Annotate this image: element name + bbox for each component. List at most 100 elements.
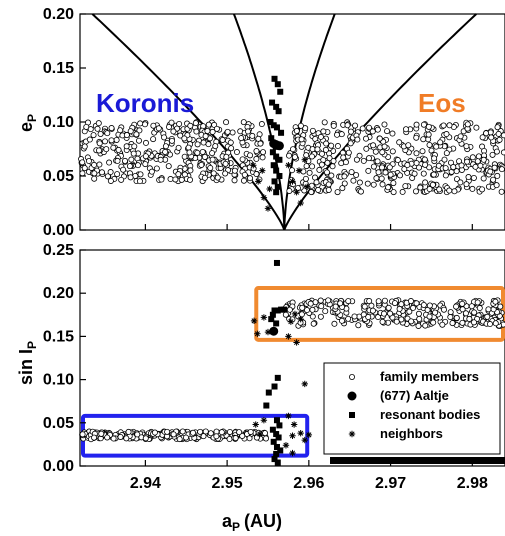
family-member-point bbox=[430, 319, 437, 326]
family-member-point bbox=[91, 434, 98, 441]
family-member-point bbox=[228, 145, 235, 152]
resonant-body-point bbox=[278, 129, 285, 136]
family-member-point bbox=[370, 163, 377, 170]
family-member-point bbox=[110, 144, 117, 151]
family-member-point bbox=[365, 314, 372, 321]
family-member-point bbox=[326, 155, 333, 162]
family-member-point bbox=[309, 163, 316, 170]
family-member-point bbox=[102, 138, 109, 145]
family-member-point bbox=[87, 126, 94, 133]
family-member-point bbox=[107, 177, 114, 184]
resonant-body-point bbox=[274, 183, 281, 190]
family-member-point bbox=[363, 145, 370, 152]
neighbor-point bbox=[259, 167, 266, 174]
family-member-point bbox=[353, 156, 360, 163]
family-member-point bbox=[320, 128, 327, 135]
resonant-body-point bbox=[273, 259, 280, 266]
resonant-body-point bbox=[269, 311, 276, 318]
family-member-point bbox=[483, 130, 490, 137]
family-member-point bbox=[194, 141, 201, 148]
family-member-point bbox=[431, 155, 438, 162]
family-member-point bbox=[345, 315, 352, 322]
family-member-point bbox=[417, 184, 424, 191]
family-member-point bbox=[394, 157, 401, 164]
family-member-point bbox=[443, 150, 450, 157]
family-member-point bbox=[463, 143, 470, 150]
family-member-point bbox=[128, 156, 135, 163]
family-member-point bbox=[127, 174, 134, 181]
family-member-point bbox=[341, 180, 348, 187]
family-member-point bbox=[229, 129, 236, 136]
neighbor-point bbox=[291, 310, 299, 318]
family-member-point bbox=[474, 299, 481, 306]
family-member-point bbox=[175, 171, 182, 178]
family-member-point bbox=[479, 186, 486, 193]
family-member-point bbox=[457, 133, 464, 140]
family-member-point bbox=[463, 181, 470, 188]
family-member-point bbox=[201, 174, 208, 181]
family-member-point bbox=[299, 304, 306, 311]
family-member-point bbox=[387, 310, 394, 317]
family-member-point bbox=[86, 136, 93, 143]
family-member-point bbox=[123, 132, 130, 139]
family-member-point bbox=[365, 167, 372, 174]
resonant-body-point bbox=[275, 108, 282, 115]
x-tick-label: 2.96 bbox=[293, 475, 324, 492]
family-member-point bbox=[325, 181, 332, 188]
family-member-point bbox=[342, 159, 349, 166]
family-member-point bbox=[114, 157, 121, 164]
family-member-point bbox=[123, 435, 130, 442]
family-member-point bbox=[162, 143, 169, 150]
neighbor-point bbox=[266, 185, 273, 193]
family-member-point bbox=[247, 175, 254, 182]
family-member-point bbox=[181, 135, 188, 142]
family-member-point bbox=[489, 151, 496, 158]
family-member-point bbox=[309, 313, 316, 320]
family-member-point bbox=[459, 319, 466, 326]
family-member-point bbox=[308, 189, 315, 196]
family-member-point bbox=[361, 303, 368, 310]
neighbor-point bbox=[301, 436, 308, 444]
resonant-body-point bbox=[273, 431, 280, 438]
family-member-point bbox=[347, 140, 354, 147]
family-member-point bbox=[493, 182, 500, 189]
family-member-point bbox=[240, 119, 247, 126]
family-member-point bbox=[413, 300, 420, 307]
neighbor-point bbox=[260, 417, 268, 424]
resonant-body-point bbox=[271, 75, 278, 82]
family-member-point bbox=[165, 163, 172, 170]
family-member-point bbox=[133, 131, 140, 138]
family-member-point bbox=[134, 162, 141, 169]
resonant-body-point bbox=[273, 153, 280, 160]
top-y-ticks: 0.00 0.05 0.10 0.15 0.20 bbox=[43, 6, 86, 239]
x-label-sub: P bbox=[232, 520, 240, 534]
family-member-point bbox=[79, 431, 86, 438]
legend-items: family members (677) Aaltje resonant bodie… bbox=[347, 369, 480, 441]
family-member-point bbox=[309, 306, 316, 313]
family-member-point bbox=[498, 166, 505, 173]
family-member-point bbox=[257, 140, 264, 147]
resonant-body-point bbox=[268, 135, 275, 142]
family-member-point bbox=[390, 180, 397, 187]
family-member-point bbox=[142, 435, 149, 442]
family-member-point bbox=[182, 434, 189, 441]
resonant-body-point bbox=[263, 402, 270, 409]
family-member-point bbox=[334, 189, 341, 196]
family-member-point bbox=[303, 307, 310, 314]
family-member-point bbox=[315, 186, 322, 193]
family-member-point bbox=[135, 137, 142, 144]
family-member-point bbox=[205, 121, 212, 128]
family-member-point bbox=[95, 147, 102, 154]
family-member-point bbox=[429, 181, 436, 188]
family-member-point bbox=[330, 158, 337, 165]
family-member-point bbox=[332, 303, 339, 310]
family-member-point bbox=[468, 303, 475, 310]
family-member-point bbox=[401, 166, 408, 173]
family-member-point bbox=[387, 171, 394, 178]
family-member-point bbox=[391, 300, 398, 307]
family-member-point bbox=[258, 121, 265, 128]
family-member-point bbox=[213, 433, 220, 440]
family-member-point bbox=[162, 148, 169, 155]
family-member-point bbox=[389, 148, 396, 155]
family-member-point bbox=[311, 174, 318, 181]
